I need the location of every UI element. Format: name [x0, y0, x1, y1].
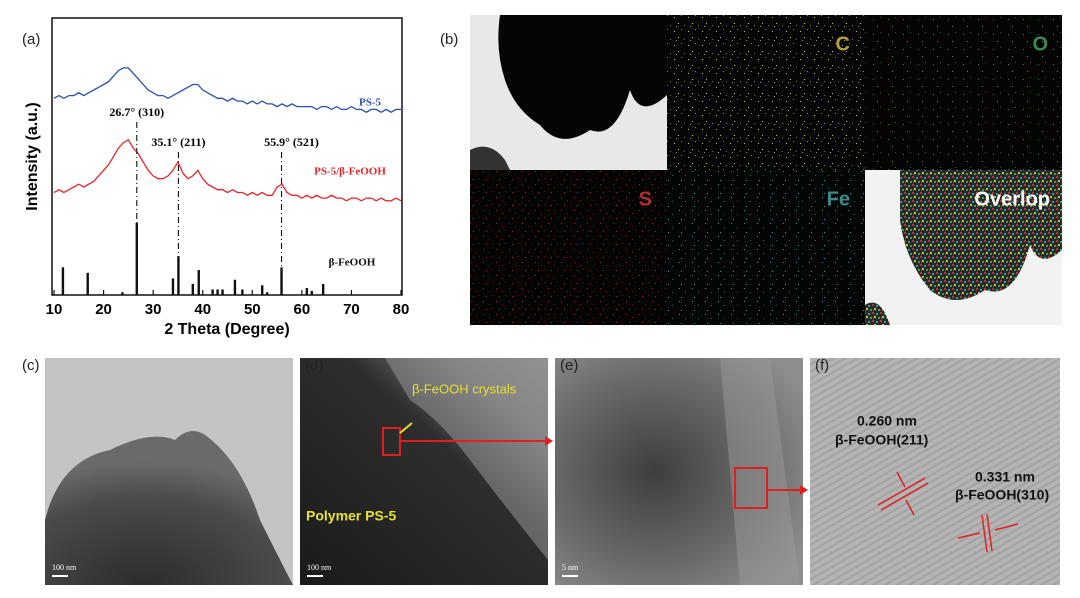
stick [241, 289, 244, 295]
fiber [720, 358, 800, 585]
x-axis-label: 2 Theta (Degree) [164, 321, 289, 338]
image-label: 5 nm [562, 563, 579, 572]
image-label: 100 nm [307, 563, 332, 572]
particle [865, 302, 890, 325]
map-tile [865, 15, 1062, 170]
x-tick-label: 20 [95, 301, 112, 318]
map-label: O [1032, 33, 1048, 55]
peak-annotation: 26.7° (310) [109, 105, 164, 119]
peak-annotation: 35.1° (211) [151, 135, 205, 149]
stick [310, 290, 313, 295]
x-tick-label: 10 [46, 301, 63, 318]
panel-label: (f) [815, 357, 829, 374]
stick [191, 283, 194, 295]
plot-frame [51, 17, 403, 296]
map-label: Fe [827, 188, 850, 210]
stick [261, 285, 264, 295]
stick [265, 292, 269, 295]
stick [216, 289, 219, 295]
stick [197, 270, 200, 295]
image-label: β-FeOOH(211) [835, 432, 928, 448]
x-tick-label: 60 [294, 301, 311, 318]
panel-label: (d) [305, 357, 323, 374]
stick [135, 222, 138, 295]
stick [86, 272, 89, 295]
x-tick-label: 50 [244, 301, 261, 318]
tem-images [45, 358, 1060, 585]
panel-label: (c) [22, 357, 40, 374]
particle [900, 170, 1062, 300]
arrowhead [800, 485, 808, 495]
stick [177, 256, 180, 295]
image-label: β-FeOOH(310) [955, 487, 1049, 503]
panel-label: (a) [22, 31, 40, 48]
xrd-chart: 10 20 30 40 50 60 70 80 2 Theta (Degree) Intensit… [24, 17, 410, 338]
map-label: S [639, 188, 652, 210]
pointer [399, 422, 413, 434]
map-tile [667, 15, 865, 170]
image-label: 100 nm [52, 563, 77, 572]
stick [321, 283, 325, 295]
image-label: 0.260 nm [857, 413, 917, 429]
particle [45, 431, 293, 585]
x-tick-label: 80 [393, 301, 410, 318]
eds-maps [470, 15, 1062, 325]
x-tick-label: 70 [343, 301, 360, 318]
x-tick-label: 30 [145, 301, 162, 318]
panel-label: (e) [560, 357, 578, 374]
map-label: C [836, 33, 850, 55]
series-label: β-FeOOH [329, 257, 376, 269]
stick [61, 267, 65, 295]
image-label: Polymer PS-5 [306, 508, 396, 524]
y-axis-label: Intensity (a.u.) [24, 102, 41, 210]
stick [221, 289, 224, 295]
map-tile [667, 170, 865, 325]
stick [121, 292, 124, 295]
zoom-box [734, 467, 768, 509]
stick [233, 279, 237, 295]
series-line [53, 67, 401, 113]
peak-annotation: 55.9° (521) [264, 135, 319, 149]
image-label: β-FeOOH crystals [412, 381, 517, 396]
scale-bars [52, 575, 578, 577]
background [385, 358, 548, 560]
map-label: Overlop [974, 188, 1050, 210]
panel-label: (b) [440, 31, 458, 48]
tem-image [810, 358, 1060, 585]
series-line [53, 139, 402, 202]
particle [498, 15, 667, 139]
series-label: PS-5 [359, 97, 382, 109]
stick [280, 267, 283, 295]
arrowhead [545, 436, 553, 446]
image-label: 0.331 nm [975, 469, 1035, 485]
stick [305, 288, 309, 295]
particle [470, 146, 510, 170]
x-tick-label: 40 [194, 301, 211, 318]
stick [171, 278, 175, 295]
series-label: PS-5/β-FeOOH [314, 166, 386, 178]
stick [211, 289, 214, 295]
lattice-marks [877, 471, 1019, 553]
map-tile [470, 170, 667, 325]
